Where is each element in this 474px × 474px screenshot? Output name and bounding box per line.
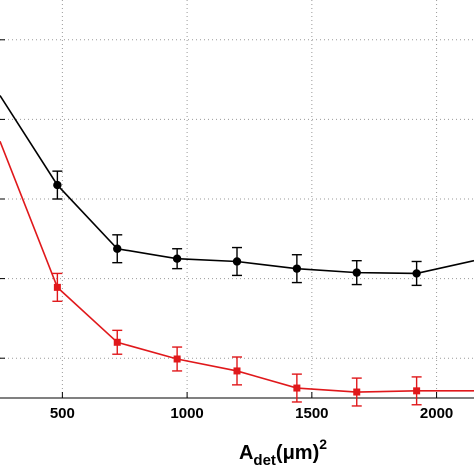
data-point bbox=[353, 388, 361, 396]
data-point bbox=[233, 367, 241, 375]
data-point bbox=[113, 244, 122, 253]
x-axis-label: Adet(μm)2 bbox=[239, 436, 327, 469]
series-line bbox=[0, 95, 474, 275]
data-point bbox=[293, 384, 301, 392]
data-point bbox=[53, 283, 61, 291]
x-axis-label-units: (μm) bbox=[276, 442, 319, 464]
series-1 bbox=[0, 95, 474, 287]
x-tick-label: 500 bbox=[50, 405, 75, 422]
x-axis-label-superscript: 2 bbox=[319, 436, 327, 452]
x-axis-label-subscript: det bbox=[253, 452, 276, 469]
data-point bbox=[172, 254, 182, 263]
data-point bbox=[413, 387, 421, 395]
plot-frame bbox=[0, 39, 474, 399]
x-tick-labels: 500 1000 1500 2000 bbox=[50, 405, 453, 422]
x-tick-label: 1000 bbox=[170, 405, 203, 422]
data-point bbox=[173, 355, 181, 363]
data-series bbox=[0, 95, 474, 407]
data-point bbox=[53, 180, 62, 190]
x-tick-label: 1500 bbox=[295, 405, 328, 422]
data-point bbox=[352, 268, 361, 277]
series-2 bbox=[0, 140, 474, 407]
x-axis-label-main: A bbox=[239, 442, 253, 464]
data-point bbox=[232, 257, 242, 266]
x-tick-label: 2000 bbox=[420, 405, 453, 422]
data-point bbox=[412, 269, 421, 278]
data-point bbox=[292, 264, 302, 273]
data-point bbox=[113, 338, 121, 346]
